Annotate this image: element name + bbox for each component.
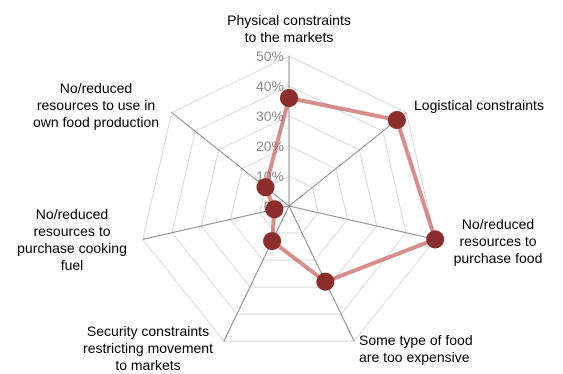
axis-spoke — [288, 205, 436, 240]
data-point — [316, 272, 335, 291]
category-label: Physical constraints to the markets — [227, 12, 351, 45]
grid-ring — [142, 55, 436, 342]
category-label: No/reduced resources to use in own food pr… — [33, 80, 159, 130]
tick-label: 50% — [256, 48, 284, 64]
tick-label: 40% — [256, 78, 284, 94]
axis-spoke — [288, 112, 407, 207]
data-point — [426, 230, 445, 249]
axis-spoke — [288, 205, 355, 342]
axis-spoke — [223, 205, 290, 342]
data-point — [263, 232, 282, 251]
data-point — [280, 89, 298, 107]
grid-layer — [142, 55, 436, 342]
category-label: No/reduced resources to purchase food — [454, 216, 543, 266]
category-label: Logistical constraints — [414, 97, 544, 113]
axis-spoke — [142, 205, 290, 240]
data-point — [265, 200, 284, 219]
tick-label: 30% — [256, 108, 284, 124]
category-labels: Physical constraints to the markets Logist… — [17, 12, 544, 373]
grid-ring — [229, 145, 349, 261]
grid-ring — [200, 115, 378, 288]
series-layer — [256, 89, 445, 291]
category-label: Some type of food are too expensive — [359, 332, 473, 365]
data-point — [256, 178, 275, 197]
category-label: No/reduced resources to purchase cooking fu… — [17, 206, 127, 273]
grid-ring — [171, 85, 407, 315]
category-label: Security constraints restricting movement… — [83, 323, 213, 373]
data-point — [387, 111, 406, 129]
